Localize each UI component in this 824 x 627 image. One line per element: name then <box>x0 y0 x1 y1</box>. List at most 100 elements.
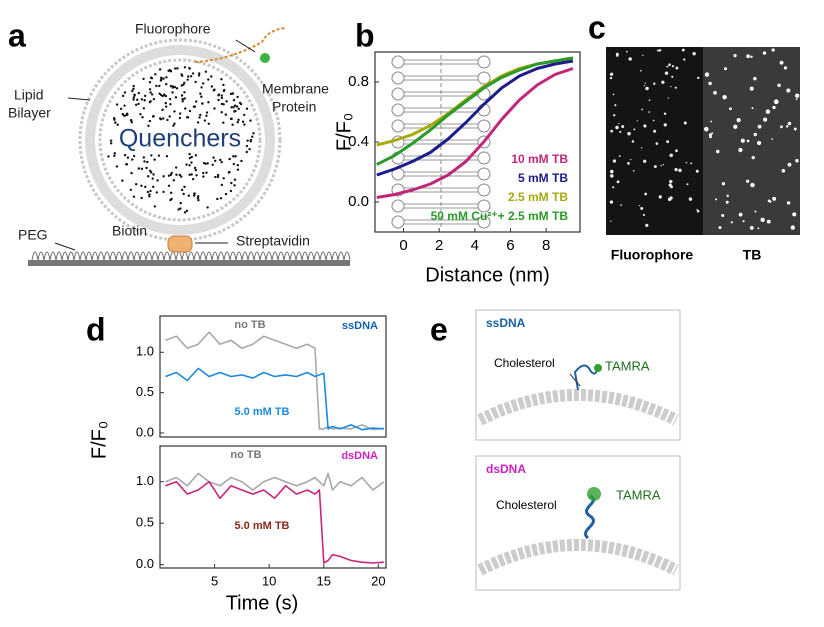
quencher-dot <box>183 185 186 189</box>
quencher-dot <box>114 121 117 124</box>
quencher-dot <box>129 188 133 192</box>
spot <box>612 93 615 96</box>
quencher-dot <box>201 102 204 105</box>
image-label: TB <box>743 247 762 263</box>
spot <box>658 49 662 52</box>
quencher-dot <box>148 81 152 84</box>
spot <box>633 128 636 131</box>
spot <box>664 71 669 75</box>
spot <box>644 192 648 196</box>
quencher-dot <box>180 73 183 76</box>
quencher-dot <box>158 84 161 88</box>
spot <box>716 149 720 154</box>
quencher-dot <box>243 123 246 126</box>
quencher-dot <box>236 95 239 99</box>
quencher-dot <box>142 107 146 110</box>
quencher-dot <box>164 101 167 105</box>
legend-entry: 2.5 mM TB <box>508 190 568 204</box>
quencher-dot <box>123 91 127 94</box>
quencher-dot <box>240 159 243 163</box>
quencher-dot <box>181 100 184 103</box>
quencher-dot <box>115 165 119 168</box>
quencher-dot <box>233 184 236 187</box>
x-tick-label: 8 <box>542 237 550 254</box>
quencher-dot <box>183 97 186 100</box>
spot <box>609 76 613 80</box>
spot <box>612 159 617 163</box>
quencher-dot <box>179 207 182 210</box>
y-tick-label: 0.4 <box>348 133 369 150</box>
spot <box>640 147 643 149</box>
spot <box>753 132 757 137</box>
legend-entry: 10 mM TB <box>511 152 568 166</box>
quencher-dot <box>246 139 249 142</box>
spot <box>685 161 688 164</box>
quencher-dot <box>222 177 225 180</box>
quencher-dot <box>119 107 123 110</box>
quencher-dot <box>182 83 185 86</box>
quencher-dot <box>152 114 155 118</box>
quencher-dot <box>175 87 179 90</box>
y-tick-label: 0.5 <box>136 515 154 530</box>
pointer <box>235 39 256 53</box>
quencher-dot <box>190 173 193 176</box>
spot <box>790 225 795 230</box>
quencher-dot <box>132 96 135 99</box>
pointer <box>54 242 76 251</box>
spot <box>670 85 672 88</box>
quencher-dot <box>190 155 193 159</box>
quencher-dot <box>230 181 233 185</box>
spot <box>644 82 646 84</box>
quencher-dot <box>220 94 223 97</box>
quencher-dot <box>178 173 181 177</box>
quencher-dot <box>157 154 161 157</box>
spot <box>736 118 741 123</box>
quencher-dot <box>132 195 136 198</box>
fluorophore-image <box>606 47 703 235</box>
spot <box>751 107 754 110</box>
quencher-dot <box>211 163 214 166</box>
panel-letter: e <box>430 311 448 347</box>
membrane-protein <box>194 27 286 63</box>
quencher-dot <box>241 120 245 123</box>
label: Cholesterol <box>496 498 557 512</box>
quencher-dot <box>224 192 228 196</box>
spot <box>726 194 729 198</box>
quencher-dot <box>134 183 138 186</box>
label: Membrane <box>262 81 329 97</box>
spot <box>711 132 714 135</box>
quencher-dot <box>176 67 179 70</box>
quencher-dot <box>141 116 144 119</box>
surface <box>28 260 350 266</box>
spot <box>613 114 616 117</box>
spot <box>630 158 632 161</box>
spot <box>780 125 783 129</box>
spot <box>610 169 614 174</box>
quencher-dot <box>193 194 196 197</box>
spot <box>746 179 750 183</box>
quencher-dot <box>140 184 143 188</box>
spot <box>724 67 728 71</box>
chart-title: dsDNA <box>341 450 378 462</box>
quencher-dot <box>146 190 150 194</box>
quencher-dot <box>116 123 119 126</box>
quencher-dot <box>223 88 226 92</box>
quencher-dot <box>207 122 210 125</box>
quencher-dot <box>236 168 240 171</box>
quencher-dot <box>220 96 224 100</box>
y-axis-label: F/F₀ <box>333 113 355 151</box>
tb-image <box>703 47 800 235</box>
series-label: 5.0 mM TB <box>234 406 289 418</box>
y-tick-label: 1.0 <box>136 344 154 359</box>
quencher-dot <box>113 152 117 155</box>
x-tick-label: 20 <box>371 573 385 588</box>
spot <box>628 57 632 61</box>
spot <box>771 138 774 140</box>
lipid-head <box>477 71 491 85</box>
spot <box>769 200 772 203</box>
series-line <box>165 367 384 431</box>
spot <box>792 212 797 217</box>
spot <box>636 120 638 122</box>
lipid-head <box>391 119 405 133</box>
quencher-dot <box>172 179 176 182</box>
